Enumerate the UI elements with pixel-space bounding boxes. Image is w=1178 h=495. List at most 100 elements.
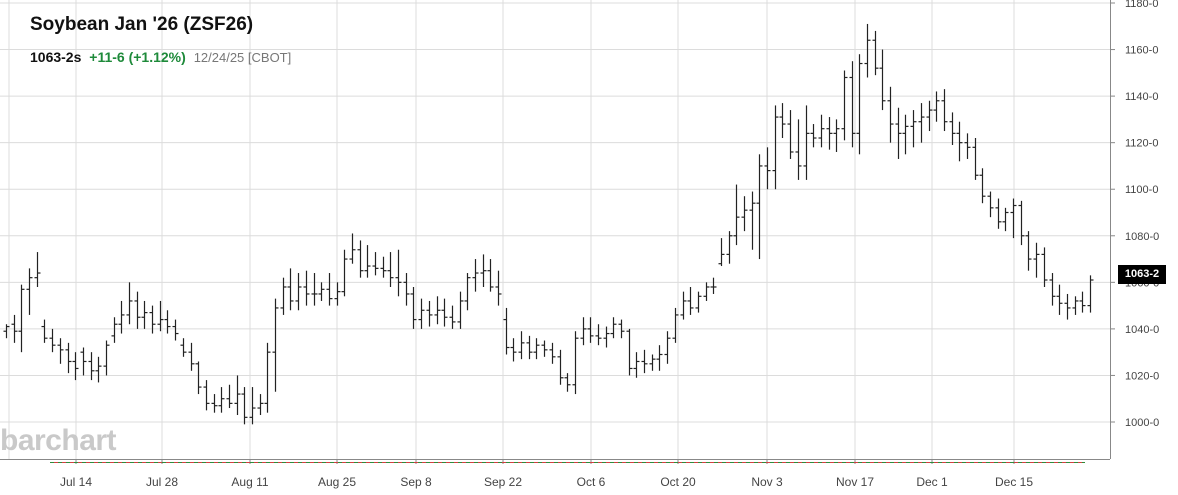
ohlc-bar (426, 300, 433, 327)
ohlc-bar (157, 300, 164, 332)
ohlc-bar (326, 273, 333, 306)
ohlc-bar (572, 331, 579, 395)
ohlc-bar (172, 319, 179, 341)
x-tick-label: Sep 22 (484, 475, 522, 489)
ohlc-bar (334, 282, 341, 306)
ohlc-bar (380, 256, 387, 278)
ohlc-bar (518, 331, 525, 360)
ohlc-bar (818, 114, 825, 148)
ohlc-bar (703, 282, 710, 301)
ohlc-bar (580, 317, 587, 346)
ohlc-bar (410, 286, 417, 329)
ohlc-bar (872, 30, 879, 76)
ohlc-bar (541, 340, 548, 357)
ohlc-bar (779, 103, 786, 139)
ohlc-bar (803, 105, 810, 180)
ohlc-bar (280, 277, 287, 315)
ohlc-bars (3, 23, 1094, 425)
ohlc-bar (480, 254, 487, 287)
quote-line: 1063-2s +11-6 (+1.12%) 12/24/25 [CBOT] (30, 49, 291, 65)
ohlc-bar (57, 338, 64, 364)
ohlc-bar (1079, 291, 1086, 313)
ohlc-bar (503, 307, 510, 355)
ohlc-bar (341, 249, 348, 297)
ohlc-bar (18, 284, 25, 353)
ohlc-bar (11, 314, 18, 343)
y-tick-label: 1040-0 (1125, 324, 1159, 336)
ohlc-bar (495, 270, 502, 306)
x-tick-label: Oct 6 (577, 475, 606, 489)
ohlc-bar (549, 342, 556, 364)
quote-date-exchange: 12/24/25 [CBOT] (193, 50, 292, 65)
ohlc-bar (141, 300, 148, 329)
ohlc-bar (357, 240, 364, 278)
ohlc-bar (149, 305, 156, 334)
ohlc-bar (272, 298, 279, 392)
ohlc-bar (772, 105, 779, 190)
ohlc-bar (902, 114, 909, 155)
ohlc-bar (656, 345, 663, 371)
ohlc-bar (941, 89, 948, 132)
ohlc-bar (49, 328, 56, 353)
ohlc-bar (987, 191, 994, 218)
ohlc-bar (464, 273, 471, 311)
ohlc-bar (249, 387, 256, 425)
ohlc-bar (710, 277, 717, 294)
chart-title: Soybean Jan '26 (ZSF26) (30, 14, 254, 35)
ohlc-bar (95, 356, 102, 383)
ohlc-bar (1033, 242, 1040, 278)
x-tick-label: Oct 20 (660, 475, 696, 489)
ohlc-bar (756, 154, 763, 260)
y-tick-label: 1160-0 (1125, 45, 1158, 57)
y-tick-label: 1100-0 (1125, 184, 1158, 196)
y-tick-label: 1180-0 (1125, 0, 1158, 10)
ohlc-bar (126, 282, 133, 325)
ohlc-bar (949, 112, 956, 145)
ohlc-bar (833, 119, 840, 152)
ohlc-bar (841, 70, 848, 141)
ohlc-bar (487, 259, 494, 292)
ohlc-bar (264, 342, 271, 413)
ohlc-bar (241, 387, 248, 425)
ohlc-bar (856, 54, 863, 155)
ohlc-bar (795, 119, 802, 180)
ohlc-bar (26, 268, 33, 315)
ohlc-bar (633, 352, 640, 378)
ohlc-bar (111, 317, 118, 343)
ohlc-bar (726, 231, 733, 264)
ohlc-bar (895, 107, 902, 159)
ohlc-bar (1025, 231, 1032, 271)
x-tick-label: Aug 11 (231, 475, 268, 489)
ohlc-bar (887, 86, 894, 143)
ohlc-bar (318, 282, 325, 301)
last-price-label: 1063-2 (1118, 265, 1166, 284)
ohlc-bar (764, 147, 771, 190)
ohlc-bar (672, 307, 679, 343)
ohlc-bar (526, 335, 533, 360)
ohlc-bar (849, 61, 856, 148)
ohlc-bar (1087, 275, 1094, 313)
ohlc-bar (918, 103, 925, 143)
x-axis: Jul 14 Jul 28 Aug 11 Aug 25 Sep 8 Sep 22 Oct 6… (60, 459, 1033, 489)
ohlc-bar (956, 121, 963, 162)
barchart-logo: barchart (0, 424, 117, 457)
ohlc-bar (664, 331, 671, 364)
ohlc-bar (910, 110, 917, 148)
ohlc-bar (741, 196, 748, 232)
ohlc-bar (65, 342, 72, 374)
ohlc-bar (1041, 247, 1048, 287)
ohlc-bar (88, 352, 95, 381)
x-tick-label: Sep 8 (400, 475, 432, 489)
last-price: 1063-2s (30, 49, 82, 65)
ohlc-bar (234, 375, 241, 416)
ohlc-bar (449, 305, 456, 329)
x-tick-label: Dec 1 (916, 475, 948, 489)
ohlc-bar (1049, 273, 1056, 306)
ohlc-bar (718, 238, 725, 267)
ohlc-bar (687, 286, 694, 315)
ohlc-bar (1002, 207, 1009, 232)
ohlc-bar (303, 270, 310, 306)
ohlc-bar (610, 317, 617, 339)
ohlc-bar (441, 298, 448, 327)
